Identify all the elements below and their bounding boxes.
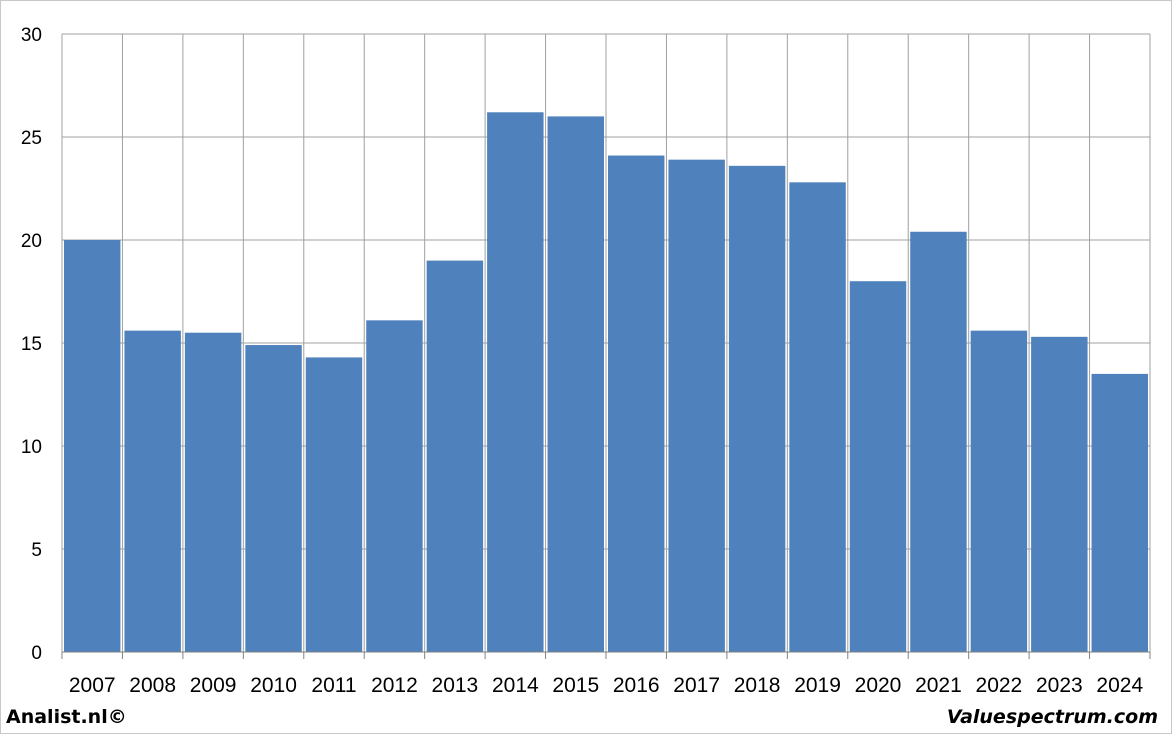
x-tick-label: 2024 bbox=[1096, 674, 1143, 697]
bar-2011 bbox=[305, 357, 363, 652]
y-tick-label: 15 bbox=[21, 334, 42, 355]
source-credit: Analist.nl© bbox=[6, 706, 127, 728]
x-tick-label: 2013 bbox=[432, 674, 479, 697]
x-tick-label: 2008 bbox=[129, 674, 176, 697]
y-tick-label: 5 bbox=[31, 540, 42, 561]
x-tick-label: 2019 bbox=[794, 674, 841, 697]
x-tick-label: 2011 bbox=[311, 674, 356, 697]
x-tick-label: 2020 bbox=[855, 674, 902, 697]
bar-2016 bbox=[608, 155, 665, 653]
bar-2017 bbox=[668, 159, 725, 652]
bar-2019 bbox=[789, 182, 846, 652]
bar-2022 bbox=[970, 330, 1028, 652]
y-tick-label: 10 bbox=[21, 437, 42, 458]
bar-2015 bbox=[547, 116, 604, 652]
x-tick-label: 2016 bbox=[613, 674, 660, 697]
x-tick-label: 2017 bbox=[673, 674, 720, 697]
x-tick-label: 2007 bbox=[69, 674, 116, 697]
x-tick-label: 2023 bbox=[1036, 674, 1083, 697]
bar-2023 bbox=[1031, 336, 1088, 652]
bar-2013 bbox=[426, 260, 484, 652]
x-tick-label: 2015 bbox=[552, 674, 599, 697]
bar-2021 bbox=[910, 231, 967, 652]
y-tick-label: 25 bbox=[21, 128, 42, 149]
site-credit: Valuespectrum.com bbox=[946, 706, 1158, 728]
x-tick-label: 2018 bbox=[734, 674, 781, 697]
bar-2012 bbox=[366, 320, 423, 652]
bar-2008 bbox=[124, 330, 181, 652]
y-tick-label: 20 bbox=[21, 231, 42, 252]
bar-2007 bbox=[64, 240, 121, 652]
bar-2020 bbox=[849, 281, 907, 652]
y-tick-label: 0 bbox=[31, 643, 42, 664]
bar-2018 bbox=[728, 165, 786, 652]
y-tick-label: 30 bbox=[21, 25, 42, 46]
x-tick-label: 2010 bbox=[250, 674, 297, 697]
bar-2024 bbox=[1091, 373, 1148, 652]
bar-2014 bbox=[487, 112, 544, 652]
bar-2010 bbox=[245, 345, 302, 652]
x-tick-label: 2009 bbox=[190, 674, 237, 697]
x-tick-label: 2014 bbox=[492, 674, 539, 697]
x-tick-label: 2021 bbox=[915, 674, 962, 697]
bar-2009 bbox=[184, 332, 242, 652]
x-tick-label: 2012 bbox=[371, 674, 418, 697]
x-tick-label: 2022 bbox=[976, 674, 1023, 697]
